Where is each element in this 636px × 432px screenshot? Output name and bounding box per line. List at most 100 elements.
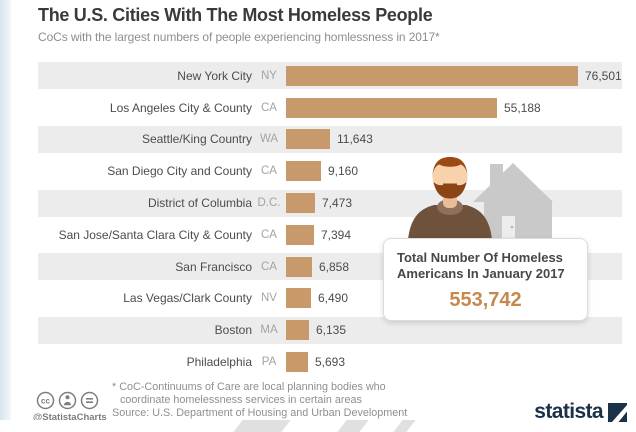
creative-commons-icons: cc (36, 391, 99, 410)
bar-area: 11,643 (286, 129, 622, 150)
bar-area: 9,160 (286, 161, 622, 182)
bar (286, 193, 315, 214)
city-label: San Diego City and County (107, 164, 252, 179)
row-content: Philadelphia PA 5,693 (38, 346, 622, 378)
state-label: CA (261, 260, 277, 273)
row-content: Las Vegas/Clark County NV 6,490 (38, 283, 622, 315)
row-band (38, 125, 622, 153)
bar-row: Seattle/King Country WA 11,643 (38, 124, 622, 156)
state-label: CA (261, 101, 277, 114)
bar-area: 7,473 (286, 193, 622, 214)
state-label: PA (261, 356, 277, 369)
bar-area: 6,858 (286, 256, 622, 277)
state-label: CA (261, 165, 277, 178)
bar (286, 161, 321, 182)
city-label: San Francisco (175, 259, 252, 274)
bar-row: San Jose/Santa Clara City & County CA 7,39… (38, 219, 622, 251)
city-label: Seattle/King Country (141, 132, 252, 147)
page-subtitle: CoCs with the largest numbers of people … (38, 30, 440, 44)
value-label: 6,858 (319, 259, 350, 274)
city-label: San Jose/Santa Clara City & County (58, 227, 252, 242)
bar-row: New York City NY 76,501 (38, 60, 622, 92)
callout-total-value: 553,742 (449, 288, 522, 311)
state-label: CA (261, 228, 277, 241)
footnote-line2: coordinate homelessness services in cert… (120, 394, 362, 407)
state-label: NV (261, 292, 277, 305)
row-band (38, 316, 622, 344)
watermark-stripe (233, 420, 291, 432)
footnote-line1: * CoC-Continuums of Care are local plann… (112, 381, 386, 393)
bar (286, 352, 308, 373)
watermark-stripe (393, 420, 416, 432)
callout-label-line1: Total Number Of Homeless (397, 250, 563, 265)
bar (286, 288, 311, 309)
state-label: D.C. (257, 197, 281, 210)
city-label: Philadelphia (186, 355, 252, 370)
callout-label-line2: Americans In January 2017 (397, 265, 565, 281)
bar-area: 55,188 (286, 97, 622, 118)
total-callout-box: Total Number Of Homeless Americans In Ja… (383, 238, 588, 321)
svg-text:cc: cc (41, 396, 50, 405)
cc-license-icon: cc (36, 391, 55, 410)
bar-area: 6,135 (286, 320, 622, 341)
bar-row: San Diego City and County CA 9,160 (38, 155, 622, 187)
footnote: * CoC-Continuums of Care are local plann… (112, 381, 386, 407)
bar-row: Boston MA 6,135 (38, 314, 622, 346)
state-label: NY (261, 69, 277, 82)
bar-row: Las Vegas/Clark County NV 6,490 (38, 283, 622, 315)
value-label: 55,188 (504, 100, 541, 115)
row-content: San Diego City and County CA 9,160 (38, 155, 622, 187)
person-icon (408, 157, 492, 240)
row-content: Seattle/King Country WA 11,643 (38, 124, 622, 156)
bar-area: 76,501 (286, 65, 622, 86)
page-title: The U.S. Cities With The Most Homeless P… (38, 5, 433, 25)
value-label: 7,473 (322, 196, 353, 211)
city-label: Boston (214, 323, 252, 338)
value-label: 76,501 (585, 68, 622, 83)
row-content: Boston MA 6,135 (38, 314, 622, 346)
bar (286, 97, 497, 118)
statista-wordmark: statista (534, 400, 603, 423)
value-label: 9,160 (328, 164, 359, 179)
value-label: 6,490 (318, 291, 349, 306)
row-content: San Jose/Santa Clara City & County CA 7,39… (38, 219, 622, 251)
bar-row: Philadelphia PA 5,693 (38, 346, 622, 378)
value-label: 11,643 (337, 132, 373, 147)
bar-chart: New York City NY 76,501 Los Angeles City & … (38, 60, 622, 378)
bar (286, 256, 312, 277)
state-label: WA (259, 133, 279, 146)
statista-logo-mark-icon (608, 402, 627, 422)
city-label: District of Columbia (147, 196, 252, 211)
statista-charts-handle: @StatistaCharts (33, 412, 107, 423)
source-credit: Source: U.S. Department of Housing and U… (112, 407, 408, 419)
bottom-white-strip (0, 420, 636, 432)
cc-attribution-icon (58, 391, 77, 410)
city-label: New York City (177, 68, 252, 83)
city-label: Las Vegas/Clark County (123, 291, 252, 306)
house-icon (473, 163, 553, 240)
bar (286, 224, 314, 245)
homeless-person-house-illustration (408, 157, 553, 240)
row-content: New York City NY 76,501 (38, 60, 622, 92)
value-label: 6,135 (316, 323, 347, 338)
bar (286, 129, 330, 150)
bar (286, 320, 309, 341)
value-label: 5,693 (315, 355, 346, 370)
left-edge-strip (0, 0, 11, 432)
row-content: Los Angeles City & County CA 55,188 (38, 92, 622, 124)
bar-area: 6,490 (286, 288, 622, 309)
bar-area: 7,394 (286, 224, 622, 245)
callout-label: Total Number Of Homeless Americans In Ja… (397, 250, 574, 282)
cc-no-derivatives-icon (80, 391, 99, 410)
city-label: Los Angeles City & County (109, 100, 252, 115)
statista-logo: statista (534, 400, 627, 424)
bar-row: Los Angeles City & County CA 55,188 (38, 92, 622, 124)
bar-area: 5,693 (286, 352, 622, 373)
value-label: 7,394 (321, 227, 352, 242)
state-label: MA (260, 324, 278, 337)
bar (286, 65, 578, 86)
watermark-stripe (337, 420, 369, 432)
row-content: District of Columbia D.C. 7,473 (38, 187, 622, 219)
row-content: San Francisco CA 6,858 (38, 251, 622, 283)
